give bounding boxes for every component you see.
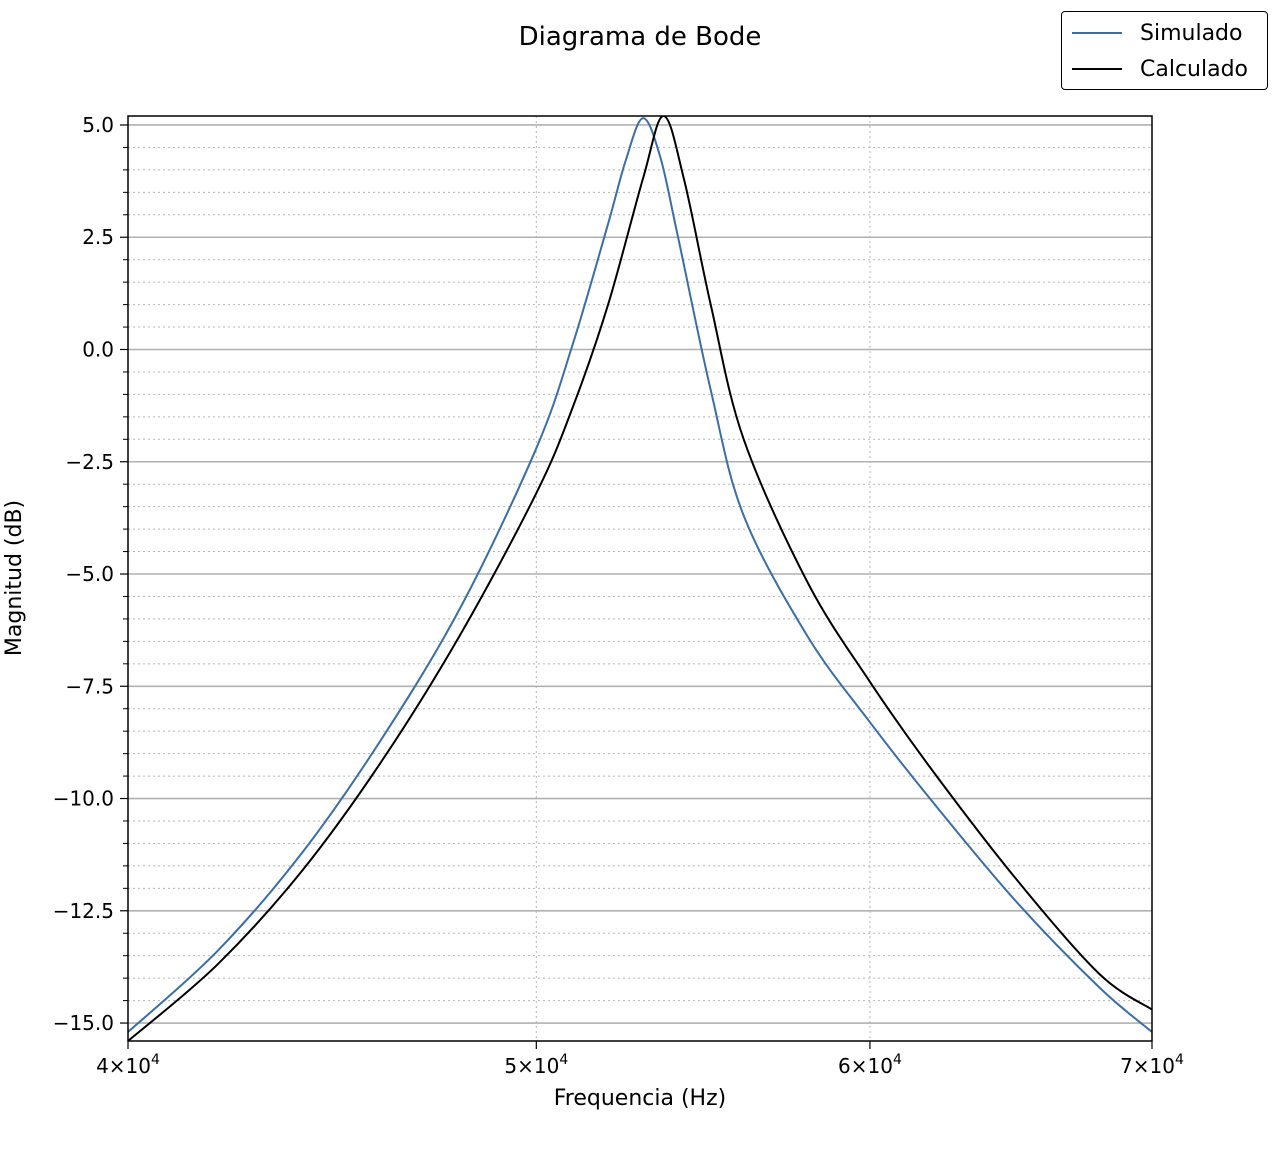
legend-label-calculado: Calculado	[1140, 56, 1249, 82]
y-tick-label: −5.0	[65, 562, 114, 586]
axis-ticks	[120, 124, 1153, 1049]
y-tick-label: −15.0	[53, 1011, 114, 1035]
plot-frame	[127, 115, 1153, 1042]
x-tick-exponent: 4	[559, 1052, 568, 1068]
y-tick-label: −7.5	[65, 674, 114, 698]
y-tick-label: 5.0	[82, 113, 114, 137]
series-line-simulado	[128, 117, 1152, 1033]
legend-line-simulado	[1072, 32, 1122, 34]
minor-grid	[128, 116, 1152, 1041]
x-tick-mantissa: 4×10	[96, 1054, 151, 1078]
series-line-calculado	[128, 116, 1152, 1041]
legend: Simulado Calculado	[1061, 11, 1268, 90]
y-axis-label: Magnitud (dB)	[2, 500, 27, 656]
x-tick-exponent: 4	[893, 1052, 902, 1068]
y-tick-label: −12.5	[53, 899, 114, 923]
x-tick-mantissa: 5×10	[504, 1054, 559, 1078]
x-tick-labels: 4×104 5×104 6×104 7×104	[96, 1052, 1184, 1078]
x-tick-exponent: 4	[1175, 1052, 1184, 1068]
y-tick-label: 2.5	[82, 225, 114, 249]
y-tick-label: −10.0	[53, 787, 114, 811]
major-grid	[128, 124, 1152, 1024]
x-tick-label: 6×104	[838, 1052, 902, 1078]
legend-item-calculado: Calculado	[1072, 54, 1248, 84]
legend-line-calculado	[1072, 68, 1122, 70]
series-layer	[128, 116, 1152, 1041]
x-tick-label: 4×104	[96, 1052, 160, 1078]
x-tick-exponent: 4	[151, 1052, 160, 1068]
legend-label-simulado: Simulado	[1140, 20, 1243, 46]
x-tick-mantissa: 7×10	[1120, 1054, 1175, 1078]
chart-title: Diagrama de Bode	[519, 22, 762, 52]
x-tick-label: 5×104	[504, 1052, 568, 1078]
x-tick-label: 7×104	[1120, 1052, 1184, 1078]
x-tick-mantissa: 6×10	[838, 1054, 893, 1078]
y-tick-label: 0.0	[82, 337, 114, 361]
legend-item-simulado: Simulado	[1072, 18, 1242, 48]
x-axis-label: Frequencia (Hz)	[554, 1086, 726, 1111]
y-tick-labels: 5.0 2.5 0.0 −2.5 −5.0 −7.5 −10.0 −12.5 −15.0	[53, 113, 114, 1035]
y-tick-label: −2.5	[65, 450, 114, 474]
